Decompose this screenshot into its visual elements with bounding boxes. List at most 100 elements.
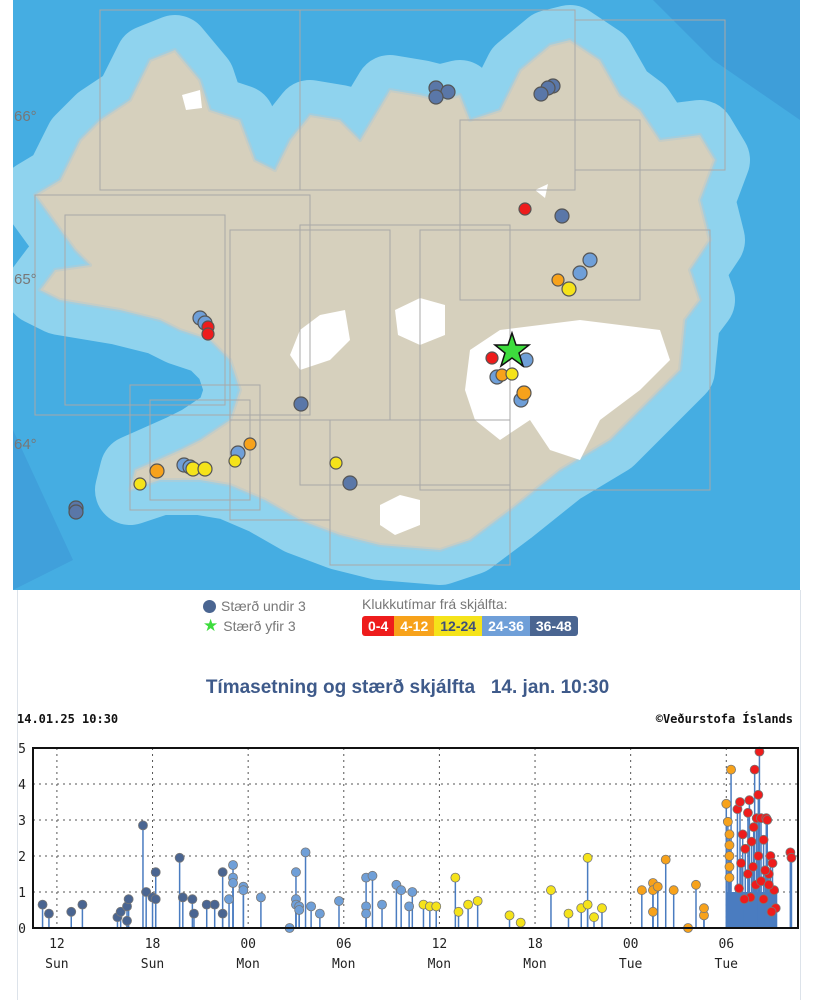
lat-label-64: 64° <box>14 436 37 453</box>
legend-over-3: Stærð yfir 3 <box>223 618 296 634</box>
quake-point <box>724 829 735 840</box>
quake-point <box>737 829 748 840</box>
quake-point <box>187 894 198 905</box>
y-tick-label: 1 <box>18 886 26 901</box>
magnitude-time-chart: 12Sun18Sun00Mon06Mon12Mon18Mon00Tue06Tue… <box>18 742 799 972</box>
quake-point <box>515 917 526 928</box>
hours-bin-36-48: 36-48 <box>529 616 578 636</box>
x-tick-day: Tue <box>715 957 739 972</box>
quake-point <box>314 908 325 919</box>
lat-label-65: 65° <box>14 271 37 288</box>
quake-point <box>726 764 736 775</box>
quake-point <box>748 861 758 872</box>
hours-bin-12-24: 12-24 <box>434 616 483 636</box>
quake-point <box>739 894 750 905</box>
chart-credit: ©Veðurstofa Íslands <box>655 712 793 726</box>
quake-point <box>724 872 735 883</box>
quake-point <box>767 858 778 869</box>
quake-point <box>217 867 228 878</box>
quake-point <box>66 906 77 917</box>
x-tick-day: Mon <box>332 957 355 972</box>
quake-point <box>722 816 733 827</box>
x-tick-day: Mon <box>236 957 259 972</box>
quake-point <box>209 899 220 910</box>
x-tick-time: 18 <box>527 937 543 952</box>
quake-point <box>766 906 777 917</box>
quake-point <box>450 872 461 883</box>
quake-point <box>582 852 593 863</box>
quake-point <box>224 894 234 905</box>
quake-point <box>746 836 757 847</box>
quake-point <box>138 820 148 831</box>
earthquake-map: 66° 65° 64° <box>13 0 800 590</box>
quake-point <box>724 851 735 861</box>
quake-point <box>740 843 751 854</box>
quake-point <box>660 854 671 865</box>
hours-bin-0-4: 0-4 <box>362 616 395 636</box>
chart-title: Tímasetning og stærð skjálfta 14. jan. 1… <box>205 677 610 698</box>
quake-point <box>735 797 745 807</box>
quake-point <box>291 867 301 878</box>
quake-point <box>228 878 238 888</box>
circle-icon <box>203 599 216 613</box>
star-icon: ★ <box>203 616 219 635</box>
x-tick-day: Mon <box>428 957 451 972</box>
x-tick-day: Sun <box>141 957 164 972</box>
x-tick-time: 00 <box>240 937 256 952</box>
quake-point <box>691 879 701 890</box>
plot-area <box>33 748 798 928</box>
x-tick-time: 12 <box>432 937 448 952</box>
quake-point <box>724 861 735 872</box>
hours-bin-24-36: 24-36 <box>482 616 530 636</box>
chart-timestamp: 14.01.25 10:30 <box>17 712 119 726</box>
size-legend: Stærð undir 3 ★ Stærð yfir 3 <box>203 596 306 636</box>
quake-point <box>648 906 658 917</box>
quake-point <box>37 899 48 910</box>
quake-point <box>77 899 88 910</box>
x-tick-day: Mon <box>523 957 546 972</box>
quake-point <box>763 879 774 890</box>
quake-point <box>760 865 771 876</box>
quake-point <box>786 852 797 863</box>
quake-point <box>758 894 769 905</box>
y-tick-label: 4 <box>18 778 26 793</box>
quake-point <box>589 912 599 923</box>
quake-point <box>758 834 769 845</box>
panel-border-right <box>800 590 801 1000</box>
quake-point <box>597 903 607 914</box>
hours-bin-4-12: 4-12 <box>394 616 435 636</box>
legend-under-3: Stærð undir 3 <box>221 598 306 614</box>
quake-point <box>749 764 760 775</box>
quake-point <box>546 885 556 896</box>
lat-label-66: 66° <box>14 108 37 125</box>
quake-point <box>396 885 407 896</box>
quake-point <box>122 915 132 926</box>
y-tick-label: 0 <box>18 922 26 937</box>
latitude-labels: 66° 65° 64° <box>14 108 37 453</box>
quake-point <box>748 822 759 833</box>
panel-border-left <box>17 590 18 1000</box>
quake-point <box>699 903 709 914</box>
quake-point <box>377 899 387 910</box>
quake-point <box>300 847 311 858</box>
quake-point <box>463 899 473 910</box>
quake-point <box>174 852 185 863</box>
quake-point <box>123 894 134 905</box>
quake-point <box>44 908 54 919</box>
quake-point <box>724 840 735 851</box>
quake-point <box>744 795 755 806</box>
quake-point <box>334 896 344 906</box>
plot-frame <box>32 747 799 929</box>
hours-legend: Klukkutímar frá skjálfta: 0-4 4-12 12-24 24… <box>362 596 578 636</box>
quake-point <box>361 908 371 919</box>
quake-point <box>306 901 317 912</box>
quake-point <box>743 869 753 879</box>
earthquake-markers <box>68 78 598 520</box>
quake-point <box>668 885 679 896</box>
quake-point <box>636 885 647 896</box>
quake-point <box>743 807 753 818</box>
x-tick-time: 06 <box>336 937 352 952</box>
quake-point <box>217 908 228 919</box>
hours-legend-title: Klukkutímar frá skjálfta: <box>362 596 508 612</box>
x-tick-time: 06 <box>718 937 734 952</box>
